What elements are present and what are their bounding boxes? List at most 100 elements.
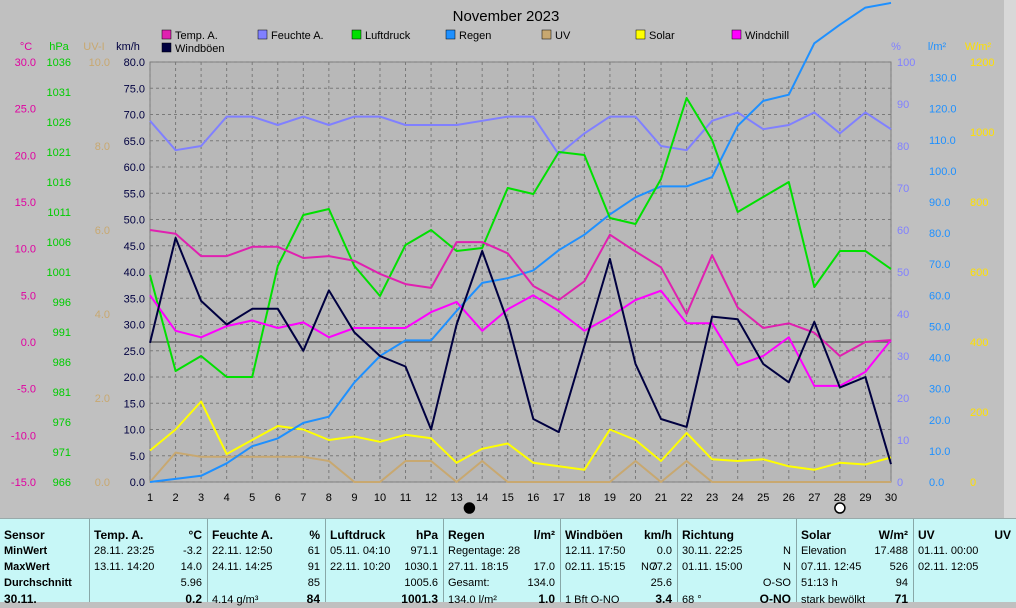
temp-row: 28.11. 23:25 -3.2 <box>94 543 202 559</box>
rain-row-info: 27.11. 18:15 <box>448 561 509 573</box>
tick-label-wind: 15.0 <box>124 398 145 410</box>
humidity-head-unit: % <box>309 528 320 542</box>
tick-label-rain: 130.0 <box>929 73 957 85</box>
legend-label: Regen <box>459 30 491 42</box>
uv-row: 02.11. 12:05 <box>918 559 1011 575</box>
pressure-row: 1001.3 <box>330 591 438 607</box>
humidity-row: 85 <box>212 575 320 591</box>
x-tick-label: 22 <box>680 492 692 504</box>
row-label-max: MaxWert <box>4 561 50 573</box>
scrollbar-strip[interactable] <box>1004 0 1016 518</box>
tick-label-humidity: 100 <box>897 57 915 69</box>
legend-swatch <box>541 29 552 40</box>
series-line <box>149 400 892 471</box>
solar-row-info: stark bewölkt <box>801 594 866 606</box>
uv-row-info: 02.11. 12:05 <box>918 561 979 573</box>
gust-row-value: 77.2 <box>650 561 672 573</box>
pressure-row-value: 1005.6 <box>404 577 438 589</box>
legend-swatch <box>445 29 456 40</box>
gust-row: 1 Bft O-NO 3.4 <box>565 591 672 607</box>
direction-row-info: 68 ° <box>682 594 702 606</box>
tick-label-wind: 35.0 <box>124 293 145 305</box>
rain-row: Gesamt: 134.0 <box>448 575 555 591</box>
tick-label-temp: 25.0 <box>15 104 36 116</box>
x-tick-label: 26 <box>783 492 795 504</box>
humidity-row-value: 61 <box>307 545 320 557</box>
tick-label-pressure: 996 <box>53 297 71 309</box>
tick-label-temp: 10.0 <box>15 244 36 256</box>
tick-label-wind: 30.0 <box>124 320 145 332</box>
direction-row-value: N <box>783 561 791 573</box>
rain-row-info: 134.0 l/m² <box>448 594 497 606</box>
rain-head: Regen l/m² <box>448 527 555 543</box>
pressure-row-value: 1001.3 <box>401 592 438 606</box>
x-tick-label: 24 <box>732 492 744 504</box>
col-rain: Regen l/m² Regentage: 28 27.11. 18:15 17.0 Ge… <box>444 519 561 606</box>
tick-label-humidity: 0 <box>897 477 903 489</box>
col-humidity: Feuchte A.% 22.11. 12:50 61 24.11. 14:25 91 8… <box>208 519 326 606</box>
col-sensor: Sensor MinWert MaxWert Durchschnitt 30.1… <box>0 519 90 606</box>
axis-unit-label: UV-I <box>83 41 104 53</box>
direction-head-label: Richtung <box>682 528 734 542</box>
x-tick-label: 5 <box>249 492 255 504</box>
tick-label-solar: 400 <box>970 337 988 349</box>
tick-label-temp: 5.0 <box>21 290 36 302</box>
pressure-row-value: 971.1 <box>410 545 438 557</box>
x-tick-label: 20 <box>629 492 641 504</box>
uv-head: UV UV <box>918 527 1011 543</box>
tick-label-pressure: 1026 <box>47 117 71 129</box>
tick-label-solar: 600 <box>970 267 988 279</box>
sensor-head: Sensor <box>4 528 45 542</box>
direction-row-value: N <box>783 545 791 557</box>
direction-row: 01.11. 15:00 N <box>682 559 791 575</box>
x-tick-label: 17 <box>553 492 565 504</box>
x-tick-label: 15 <box>502 492 514 504</box>
pressure-row: 22.11. 10:20 1030.1 <box>330 559 438 575</box>
temp-row: 13.11. 14:20 14.0 <box>94 559 202 575</box>
x-tick-label: 27 <box>808 492 820 504</box>
rain-row-info: Regentage: 28 <box>448 545 521 557</box>
rain-row: 27.11. 18:15 17.0 <box>448 559 555 575</box>
x-tick-label: 30 <box>885 492 897 504</box>
gust-head-unit: km/h <box>643 528 672 542</box>
tick-label-wind: 40.0 <box>124 267 145 279</box>
gust-row: 25.6 <box>565 575 672 591</box>
rain-row: 134.0 l/m² 1.0 <box>448 591 555 607</box>
temp-row: 5.96 <box>94 575 202 591</box>
gust-row-value: 3.4 <box>655 592 672 606</box>
pressure-row-info: 22.11. 10:20 <box>330 561 391 573</box>
legend-swatch <box>161 29 172 40</box>
humidity-row: 24.11. 14:25 91 <box>212 559 320 575</box>
uv-row-info: 01.11. 00:00 <box>918 545 979 557</box>
tick-label-solar: 1200 <box>970 57 994 69</box>
tick-label-solar: 1000 <box>970 127 994 139</box>
legend-swatch <box>635 29 646 40</box>
chart-title: November 2023 <box>453 8 560 25</box>
solar-row: 07.11. 12:45 526 <box>801 559 908 575</box>
direction-row: 30.11. 22:25 N <box>682 543 791 559</box>
legend-swatch <box>257 29 268 40</box>
temp-head-unit: °C <box>188 528 202 542</box>
uv-row <box>918 591 1011 607</box>
solar-row-value: 71 <box>894 592 908 606</box>
x-tick-label: 4 <box>224 492 230 504</box>
humidity-row: 4.14 g/m³ 84 <box>212 591 320 607</box>
tick-label-pressure: 966 <box>53 477 71 489</box>
pressure-head-unit: hPa <box>415 528 438 542</box>
tick-label-uv: 6.0 <box>95 225 110 237</box>
tick-label-pressure: 971 <box>53 447 71 459</box>
x-tick-label: 8 <box>326 492 332 504</box>
pressure-row-value: 1030.1 <box>404 561 438 573</box>
rain-row-value: 134.0 <box>527 577 555 589</box>
tick-label-uv: 10.0 <box>89 57 110 69</box>
solar-row: Elevation 17.488 <box>801 543 908 559</box>
axis-unit-label: W/m² <box>965 41 992 53</box>
x-tick-label: 1 <box>147 492 153 504</box>
uv-row: 01.11. 00:00 <box>918 543 1011 559</box>
rain-row: Regentage: 28 <box>448 543 555 559</box>
x-tick-label: 7 <box>300 492 306 504</box>
uv-row <box>918 575 1011 591</box>
tick-label-rain: 40.0 <box>929 353 950 365</box>
tick-label-wind: 60.0 <box>124 162 145 174</box>
tick-label-wind: 65.0 <box>124 136 145 148</box>
